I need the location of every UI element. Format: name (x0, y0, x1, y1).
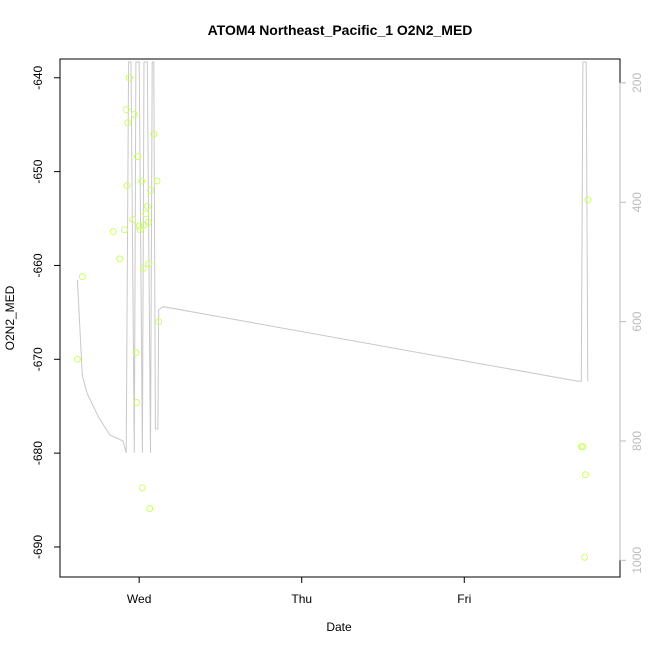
data-point (116, 255, 124, 263)
x-tick-label: Fri (457, 592, 471, 606)
data-point (122, 106, 130, 114)
y-tick-label: -690 (31, 535, 45, 559)
y-tick-label: -640 (31, 65, 45, 89)
data-point (146, 505, 154, 512)
y-tick-label: -660 (31, 253, 45, 277)
data-point (142, 210, 150, 218)
data-point (136, 226, 144, 234)
data-point (130, 110, 138, 118)
y-axis-label: O2N2_MED (3, 285, 17, 350)
y2-tick-label: 200 (630, 73, 644, 93)
x-tick-label: Thu (291, 592, 312, 606)
y-tick-label: -650 (31, 159, 45, 183)
data-point (78, 273, 86, 281)
y-axis-right: 200 400 600 800 1000 (619, 73, 644, 574)
y-tick-label: -670 (31, 347, 45, 371)
data-point (73, 355, 81, 363)
data-point (129, 216, 137, 223)
data-point (581, 553, 589, 561)
data-point (133, 399, 141, 406)
data-point (124, 119, 132, 127)
x-axis-label: Date (326, 620, 352, 634)
data-point (139, 264, 147, 272)
data-point (147, 186, 154, 194)
points-series-group (73, 74, 592, 561)
data-point (143, 202, 151, 210)
data-point (121, 226, 128, 234)
y-tick-label: -680 (31, 441, 45, 465)
y-axis: -690 -680 -670 -660 -650 -640 (31, 65, 61, 559)
data-point (134, 153, 141, 161)
y2-tick-label: 1000 (630, 547, 644, 574)
line-series (76, 61, 589, 454)
data-point (150, 130, 158, 138)
data-point (125, 74, 133, 82)
chart-title: ATOM4 Northeast_Pacific_1 O2N2_MED (208, 22, 473, 38)
data-point (155, 318, 163, 326)
data-point (579, 443, 587, 451)
line-series-group (76, 61, 589, 454)
data-point (584, 196, 592, 204)
data-point (144, 218, 152, 226)
x-axis: Wed Thu Fri (127, 576, 471, 606)
data-point (132, 349, 140, 357)
data-point (138, 484, 146, 492)
data-point (135, 222, 143, 230)
y2-tick-label: 800 (630, 431, 644, 451)
x-tick-label: Wed (127, 592, 151, 606)
data-point (123, 182, 131, 190)
data-point (145, 260, 153, 268)
data-point (153, 177, 161, 185)
data-point (138, 177, 146, 185)
y2-tick-label: 400 (630, 192, 644, 212)
data-point (109, 228, 117, 236)
data-point (581, 471, 589, 479)
y2-tick-label: 600 (630, 311, 644, 331)
